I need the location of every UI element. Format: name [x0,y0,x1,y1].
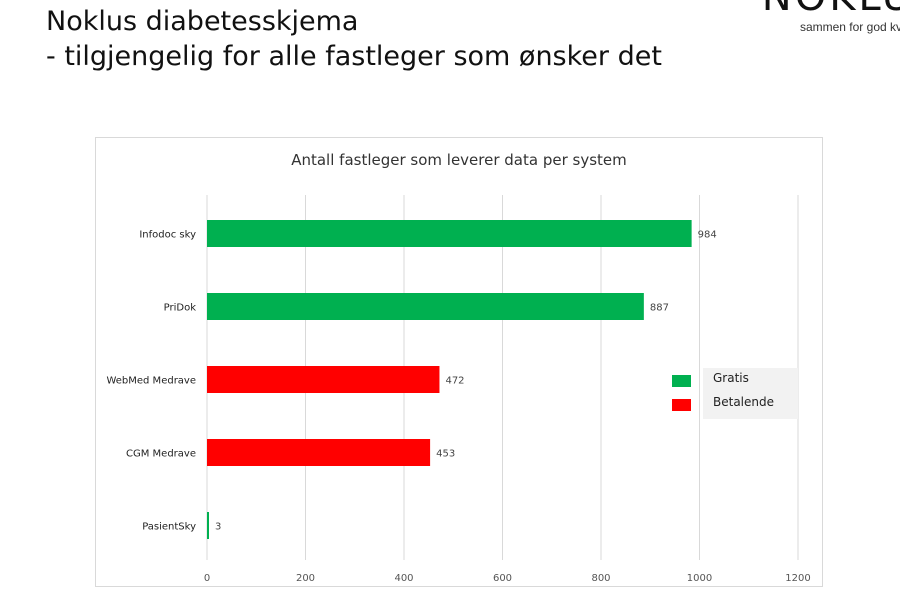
x-tick-label: 1200 [785,573,810,584]
logo-tagline: sammen for god kv [799,20,900,34]
x-axis-tick-labels: 0 200 400 600 800 1000 1200 [204,573,811,584]
value-label: 887 [650,303,669,314]
slide-title-line-1: Noklus diabetesskjema [46,6,359,37]
bar [207,439,431,466]
bar [207,366,440,393]
slide-title: Noklus diabetesskjema - tilgjengelig for… [46,4,662,74]
x-tick-label: 1000 [687,573,712,584]
bar [207,512,209,539]
legend-box [703,368,798,419]
value-labels: 984 887 472 453 3 [215,230,717,533]
x-tick-label: 400 [394,573,413,584]
x-tick-label: 600 [493,573,512,584]
value-label: 3 [215,522,221,533]
category-label: PasientSky [142,522,196,533]
x-tick-label: 800 [591,573,610,584]
category-label: Infodoc sky [139,230,196,241]
category-label: CGM Medrave [126,449,196,460]
category-labels: Infodoc sky PriDok WebMed Medrave CGM Medra… [106,230,196,533]
bar [207,220,692,247]
x-tick-label: 0 [204,573,210,584]
value-label: 472 [445,376,464,387]
legend: Gratis Betalende [672,368,798,419]
slide-title-line-2: - tilgjengelig for alle fastleger som øn… [46,41,662,72]
legend-swatch-gratis [672,375,691,387]
value-label: 453 [436,449,455,460]
category-label: PriDok [164,303,197,314]
logo-wordmark: NOKLU [762,0,900,20]
chart-canvas: Antall fastleger som leverer data per sy… [106,151,811,584]
legend-swatch-betalende [672,399,691,411]
x-tick-label: 200 [296,573,315,584]
bars [207,220,692,539]
bar-chart: Antall fastleger som leverer data per sy… [95,137,823,587]
noklus-logo: NOKLU sammen for god kv [760,0,900,40]
value-label: 984 [698,230,717,241]
legend-label-gratis: Gratis [713,371,749,385]
chart-title: Antall fastleger som leverer data per sy… [291,151,627,169]
bar [207,293,644,320]
category-label: WebMed Medrave [106,376,196,387]
legend-label-betalende: Betalende [713,395,774,409]
